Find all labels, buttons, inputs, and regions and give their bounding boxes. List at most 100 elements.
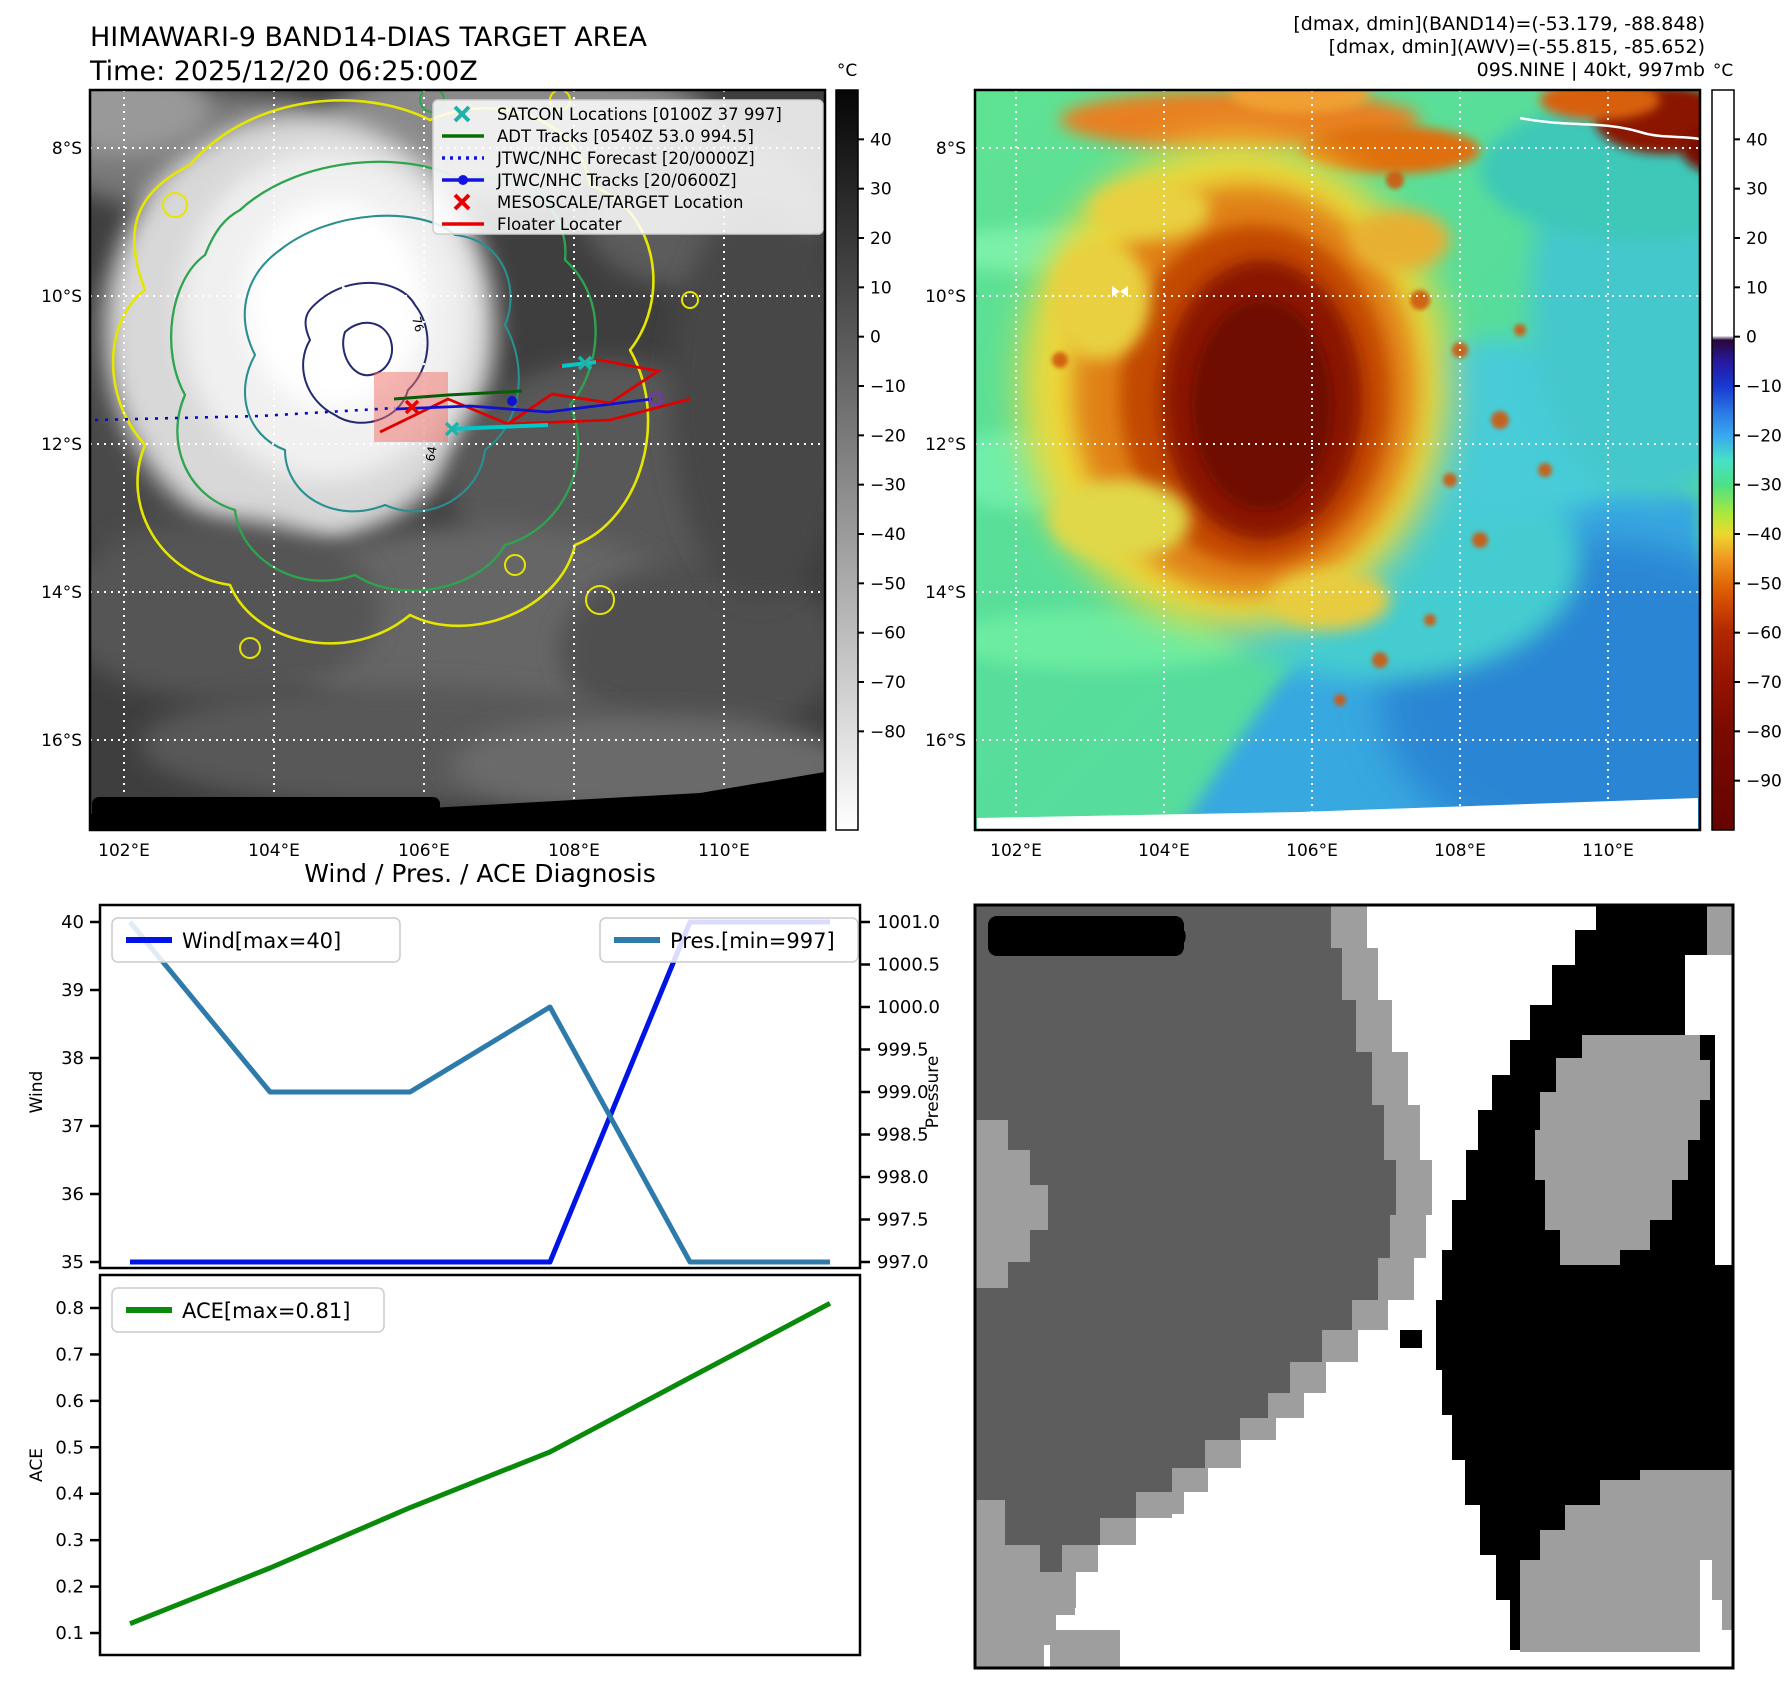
tick-label: 38 — [61, 1048, 84, 1069]
tick-label: 12°S — [41, 435, 82, 455]
tick-label: −70 — [870, 673, 906, 693]
tick-label: 0.6 — [55, 1391, 84, 1412]
series-wind — [130, 919, 830, 1265]
tick-label: −30 — [1746, 476, 1782, 496]
floater-line-2 — [507, 397, 691, 426]
tick-label: 999.0 — [877, 1082, 929, 1103]
awv-map-border — [973, 88, 1702, 832]
copyright-bar — [92, 797, 440, 830]
tick-label: 110°E — [1582, 841, 1634, 861]
header-info-line2: [dmax, dmin](AWV)=(-55.815, -85.652) — [1329, 36, 1705, 58]
tick-label: 1000.0 — [877, 997, 940, 1018]
wmg-darkgray-region — [975, 905, 1396, 1668]
tick-label: 0.8 — [55, 1298, 84, 1319]
band14-x-axis: 102°E 104°E 106°E 108°E 110°E — [98, 841, 750, 861]
contour-label: 64 — [423, 445, 439, 462]
tick-label: 0.3 — [55, 1530, 84, 1551]
tick-label: 35 — [61, 1252, 84, 1273]
wmg-count-badge — [988, 916, 1184, 956]
tick-label: 997.5 — [877, 1210, 929, 1231]
coastline — [1519, 116, 1700, 141]
tick-label: 14°S — [41, 583, 82, 603]
tick-label: 36 — [61, 1184, 84, 1205]
diagnosis-title: Wind / Pres. / ACE Diagnosis — [304, 859, 656, 888]
wind-pressure-chart-lines — [128, 919, 830, 1265]
legend-item-label: Floater Locater — [497, 215, 622, 234]
wmg-gray-inlay — [1535, 1035, 1710, 1265]
series-pressure — [128, 920, 830, 1265]
tick-label: 16°S — [41, 731, 82, 751]
tick-label: 12°S — [925, 435, 966, 455]
tick-label: 14°S — [925, 583, 966, 603]
page-title: HIMAWARI-9 BAND14-DIAS TARGET AREA — [90, 22, 647, 53]
band14-colorbar-unit: °C — [837, 61, 857, 81]
tick-label: 106°E — [398, 841, 450, 861]
floater-line — [379, 358, 662, 434]
storm-center-marker-icon — [342, 285, 358, 296]
tick-label: 20 — [1746, 229, 1768, 249]
tick-label: 30 — [1746, 180, 1768, 200]
wind-legend-label: Wind[max=40] — [182, 929, 341, 953]
contour-label: 76 — [409, 315, 426, 333]
wind-pressure-chart-border — [98, 903, 862, 1270]
tick-label: −60 — [1746, 624, 1782, 644]
tick-label: 10 — [870, 278, 892, 298]
tick-label: 110°E — [698, 841, 750, 861]
band14-map-border — [88, 88, 827, 832]
awv-colorbar-ticks: 40 30 20 10 0 −10 −20 −30 −40 −50 −60 −70 −80 −90 — [1734, 130, 1782, 792]
legend-marker-x-icon — [453, 105, 471, 123]
legend-item-label: SATCON Locations [0100Z 37 997] — [497, 105, 782, 124]
tick-label: −70 — [1746, 673, 1782, 693]
jtwc-track-line — [395, 397, 653, 414]
tick-label: 0.1 — [55, 1623, 84, 1644]
tick-label: 10 — [1746, 278, 1768, 298]
satcon-x-marker — [577, 355, 593, 371]
wmg-panel: WMG Count: 0 — [973, 903, 1735, 1670]
tick-label: 998.0 — [877, 1167, 929, 1188]
tick-label: 8°S — [936, 139, 966, 159]
tick-label: −40 — [870, 525, 906, 545]
awv-gridlines — [975, 90, 1700, 830]
tick-label: 0.5 — [55, 1437, 84, 1458]
tick-label: −10 — [1746, 377, 1782, 397]
diagnosis-panel: Wind / Pres. / ACE Diagnosis Wind[max=40… — [27, 859, 943, 1657]
tick-label: 39 — [61, 980, 84, 1001]
ace-chart-border — [98, 1273, 862, 1657]
tick-label: 30 — [870, 180, 892, 200]
storm-center-marker-icon — [1112, 286, 1128, 297]
awv-map-panel: 8°S 10°S 12°S 14°S 16°S 102°E 104°E 106°E 108°E… — [925, 61, 1782, 861]
tick-label: 0.4 — [55, 1484, 84, 1505]
tick-label: 106°E — [1286, 841, 1338, 861]
legend-marker-x-icon — [453, 193, 471, 211]
tick-label: 998.5 — [877, 1125, 929, 1146]
awv-satellite-imagery — [975, 90, 1700, 830]
wmg-count-label: WMG Count: 0 — [1002, 925, 1187, 951]
awv-y-axis: 8°S 10°S 12°S 14°S 16°S — [925, 139, 966, 751]
convective-speckles — [1052, 171, 1552, 706]
tick-label: 102°E — [98, 841, 150, 861]
wmg-classification-imagery — [975, 905, 1733, 1668]
wind-axis-ticks: 40 39 38 37 36 35 — [61, 912, 100, 1273]
jtwc-track-dot — [507, 396, 517, 406]
mesoscale-x-marker — [404, 399, 420, 415]
tick-label: 0 — [870, 328, 881, 348]
awv-x-axis: 102°E 104°E 106°E 108°E 110°E — [990, 841, 1634, 861]
tick-label: −30 — [870, 476, 906, 496]
tick-label: 1000.5 — [877, 955, 940, 976]
legend-item-label: ADT Tracks [0540Z 53.0 994.5] — [497, 127, 754, 146]
legend-item-label: JTWC/NHC Tracks [20/0600Z] — [496, 171, 737, 190]
tick-label: 10°S — [41, 287, 82, 307]
ace-axis-ticks: 0.8 0.7 0.6 0.5 0.4 0.3 0.2 0.1 — [55, 1298, 100, 1644]
tick-label: 999.5 — [877, 1040, 929, 1061]
tick-label: −60 — [870, 624, 906, 644]
band14-y-axis: 8°S 10°S 12°S 14°S 16°S — [41, 139, 82, 751]
tick-label: 104°E — [248, 841, 300, 861]
track-overlays — [94, 285, 691, 442]
wind-legend-box — [111, 917, 401, 963]
legend-marker-dot-icon — [458, 175, 468, 185]
tick-label: 1001.0 — [877, 912, 940, 933]
band14-colorbar-ticks: 40 30 20 10 0 −10 −20 −30 −40 −50 −60 −70 −80 — [858, 130, 906, 742]
no-data-wedge — [977, 798, 1698, 830]
ace-legend-label: ACE[max=0.81] — [182, 1299, 350, 1323]
tick-label: 20 — [870, 229, 892, 249]
